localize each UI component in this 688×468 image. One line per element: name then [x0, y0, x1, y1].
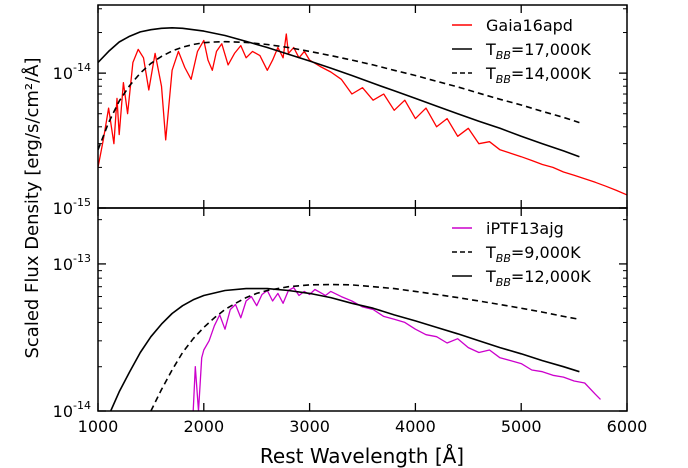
x-tick-label: 1000 [78, 417, 119, 436]
y-tick-label: 10-14 [53, 61, 91, 83]
plot-area-bottom [109, 283, 601, 411]
series-line-bottom-0 [192, 286, 601, 411]
legend-label: TBB=17,000K [485, 40, 591, 62]
legend-label: iPTF13ajg [486, 219, 564, 238]
panel-top: 10-1510-14Gaia16apdTBB=17,000KTBB=14,000… [53, 4, 628, 218]
x-tick-label: 2000 [183, 417, 224, 436]
axes-frame-bottom [97, 207, 628, 412]
y-axis-label: Scaled Flux Density [erg/s/cm²/Å] [21, 57, 43, 358]
x-axis-label: Rest Wavelength [Å] [260, 444, 464, 468]
plot-area-top [98, 27, 627, 196]
x-tick-label: 3000 [289, 417, 330, 436]
legend-label: Gaia16apd [486, 16, 573, 35]
legend-label: TBB=14,000K [485, 64, 591, 86]
legend-label: TBB=12,000K [485, 267, 591, 289]
series-line-top-0 [98, 33, 627, 196]
x-tick-label: 4000 [395, 417, 436, 436]
series-line-bottom-1 [150, 283, 580, 411]
series-line-top-2 [98, 40, 580, 151]
series-line-bottom-2 [109, 287, 580, 411]
x-tick-label: 5000 [501, 417, 542, 436]
x-tick-label: 6000 [607, 417, 648, 436]
series-line-top-1 [98, 27, 580, 158]
